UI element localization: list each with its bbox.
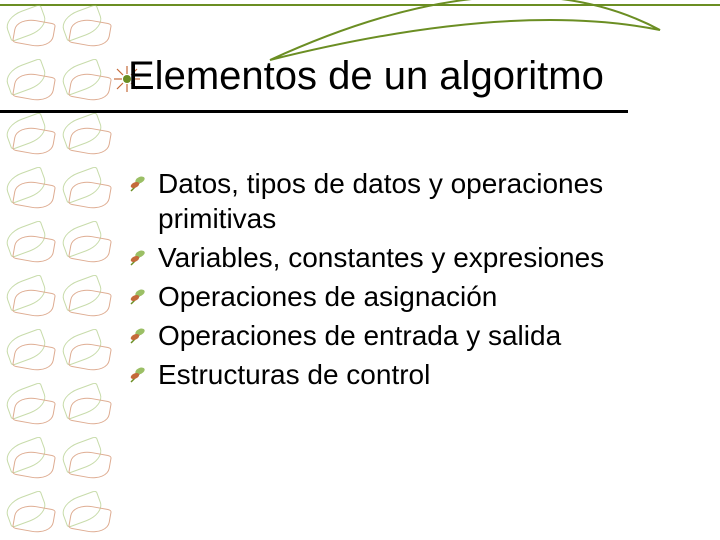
leaf-bullet-icon [128,287,148,307]
leaf-icon [12,17,56,50]
leaf-cell [56,216,112,270]
leaf-cell [0,162,56,216]
leaf-icon [12,503,56,536]
list-item: Variables, constantes y expresiones [128,240,668,275]
leaf-cell [0,0,56,54]
leaf-cell [0,54,56,108]
leaf-icon [12,233,56,266]
leaf-cell [56,54,112,108]
list-item-label: Variables, constantes y expresiones [158,240,604,275]
leaf-bullet-icon [128,326,148,346]
leaf-icon [12,341,56,374]
leaf-icon [68,449,112,482]
leaf-cell [56,108,112,162]
leaf-cell [56,324,112,378]
leaf-cell [56,162,112,216]
leaf-bullet-icon [128,174,148,194]
leaf-cell [0,486,56,540]
leaf-icon [12,449,56,482]
leaf-cell [0,378,56,432]
body-list: Datos, tipos de datos y operaciones prim… [128,166,668,396]
list-item-label: Estructuras de control [158,357,430,392]
list-item-label: Operaciones de entrada y salida [158,318,561,353]
leaf-cell [56,270,112,324]
leaf-bullet-icon [128,365,148,385]
list-item: Operaciones de entrada y salida [128,318,668,353]
list-item: Estructuras de control [128,357,668,392]
leaf-icon [68,125,112,158]
leaf-icon [12,125,56,158]
list-item-label: Datos, tipos de datos y operaciones prim… [158,166,668,236]
leaf-icon [68,71,112,104]
leaf-icon [12,287,56,320]
leaf-pattern-band [0,0,112,540]
leaf-cell [56,486,112,540]
leaf-icon [68,503,112,536]
leaf-icon [68,287,112,320]
list-item: Datos, tipos de datos y operaciones prim… [128,166,668,236]
leaf-icon [68,395,112,428]
slide: Elementos de un algoritmo Datos, tipos d… [0,0,720,540]
leaf-cell [0,432,56,486]
swoosh-path [270,0,660,60]
leaf-cell [0,216,56,270]
slide-title: Elementos de un algoritmo [128,54,604,99]
leaf-cell [56,0,112,54]
leaf-cell [56,432,112,486]
leaf-icon [12,395,56,428]
leaf-icon [12,179,56,212]
title-underline [0,110,628,113]
leaf-cell [0,270,56,324]
leaf-icon [68,17,112,50]
leaf-icon [68,179,112,212]
leaf-cell [0,324,56,378]
leaf-cell [0,108,56,162]
list-item: Operaciones de asignación [128,279,668,314]
leaf-icon [68,341,112,374]
leaf-icon [12,71,56,104]
leaf-icon [68,233,112,266]
list-item-label: Operaciones de asignación [158,279,497,314]
leaf-bullet-icon [128,248,148,268]
leaf-cell [56,378,112,432]
